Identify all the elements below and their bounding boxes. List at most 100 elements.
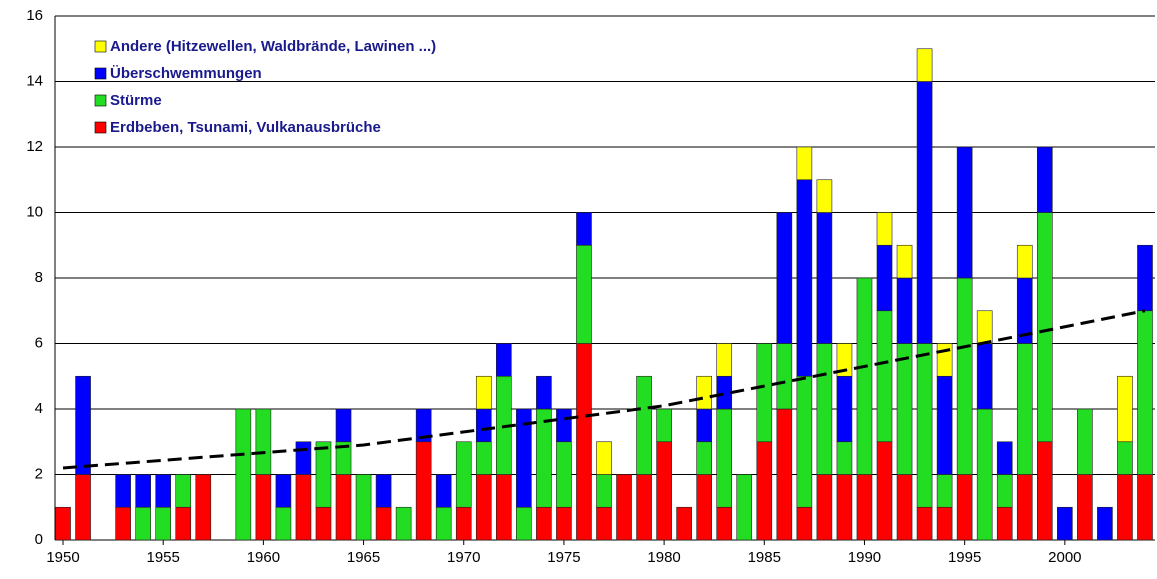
bar-segment (556, 441, 572, 508)
bar-segment (976, 408, 993, 541)
y-tick-label: 0 (35, 531, 43, 548)
legend-swatch (94, 40, 107, 53)
bar-segment (916, 506, 933, 541)
bar-segment (756, 343, 773, 443)
bar-segment (1117, 441, 1133, 475)
bar-segment (716, 343, 733, 377)
bar-segment (1036, 146, 1053, 213)
bar-segment (916, 343, 933, 508)
bar-segment (1137, 474, 1153, 541)
bar-segment (596, 506, 612, 541)
bar-segment (415, 408, 432, 443)
bar-segment (295, 441, 312, 475)
bar-segment (235, 408, 252, 541)
bar-segment (836, 441, 853, 475)
bar-segment (1077, 408, 1093, 475)
bar-segment (516, 408, 532, 508)
bar-segment (315, 441, 332, 508)
x-tick-label: 1970 (447, 549, 480, 566)
y-tick-label: 6 (35, 334, 43, 351)
bar-segment (275, 474, 292, 508)
bar-segment (876, 310, 893, 443)
bar-segment (135, 506, 151, 541)
bar-segment (1016, 343, 1033, 475)
bar-segment (115, 506, 131, 541)
bar-segment (596, 441, 612, 475)
bar-segment (876, 212, 893, 246)
bar-segment (175, 506, 192, 541)
bar-segment (996, 441, 1013, 475)
bar-segment (836, 375, 853, 443)
x-tick-label: 1965 (347, 549, 380, 566)
bar-segment (936, 506, 953, 541)
bar-segment (816, 179, 833, 213)
y-tick-label: 4 (35, 400, 43, 417)
bar-segment (75, 474, 91, 541)
bar-segment (996, 474, 1013, 508)
bar-segment (896, 474, 913, 541)
bar-segment (1097, 506, 1113, 541)
bar-segment (536, 506, 552, 541)
legend-label: Erdbeben, Tsunami, Vulkanausbrüche (110, 119, 381, 136)
bar-segment (355, 474, 372, 541)
bar-segment (976, 343, 993, 410)
bar-segment (435, 506, 452, 541)
bar-segment (896, 244, 913, 279)
bar-segment (976, 310, 993, 344)
y-tick-label: 10 (26, 203, 43, 220)
x-tick-label: 1975 (547, 549, 580, 566)
bar-segment (796, 146, 813, 181)
bar-segment (836, 343, 853, 377)
bar-segment (656, 441, 672, 541)
bar-segment (576, 212, 592, 246)
bar-segment (335, 474, 352, 541)
bar-segment (716, 506, 733, 541)
bar-segment (1016, 244, 1033, 279)
bar-segment (435, 474, 452, 508)
bar-segment (956, 277, 973, 475)
bar-segment (155, 474, 172, 508)
bar-segment (255, 408, 272, 475)
bar-segment (415, 441, 432, 541)
bar-segment (576, 244, 592, 344)
bar-segment (536, 375, 552, 410)
bar-segment (475, 375, 492, 410)
bar-segment (516, 506, 532, 541)
bar-segment (736, 474, 753, 541)
bar-segment (115, 474, 131, 508)
bar-segment (195, 474, 212, 541)
bar-segment (1057, 506, 1073, 541)
bar-segment (916, 81, 933, 344)
bar-segment (696, 375, 712, 410)
bar-segment (816, 474, 833, 541)
bar-segment (796, 179, 813, 377)
bar-segment (716, 375, 733, 410)
y-tick-label: 14 (26, 72, 43, 89)
bar-segment (856, 474, 873, 541)
bar-segment (816, 212, 833, 344)
trend-line (62, 309, 1146, 470)
bar-segment (496, 474, 512, 541)
bar-segment (816, 343, 833, 475)
bar-segment (716, 408, 733, 508)
bar-segment (395, 506, 412, 541)
bar-segment (155, 506, 172, 541)
legend-swatch (94, 94, 107, 107)
bar-segment (455, 441, 472, 508)
bar-segment (175, 474, 192, 508)
bar-segment (375, 474, 392, 508)
bar-segment (315, 506, 332, 541)
x-tick-label: 1980 (647, 549, 680, 566)
bar-segment (776, 343, 793, 410)
bar-segment (335, 408, 352, 443)
bar-segment (576, 343, 592, 541)
bar-segment (375, 506, 392, 541)
bar-segment (295, 474, 312, 541)
legend-swatch (94, 121, 107, 134)
bar-segment (996, 506, 1013, 541)
bar-segment (776, 408, 793, 541)
bar-segment (676, 506, 692, 541)
x-tick-label: 1985 (748, 549, 781, 566)
bar-segment (916, 48, 933, 82)
